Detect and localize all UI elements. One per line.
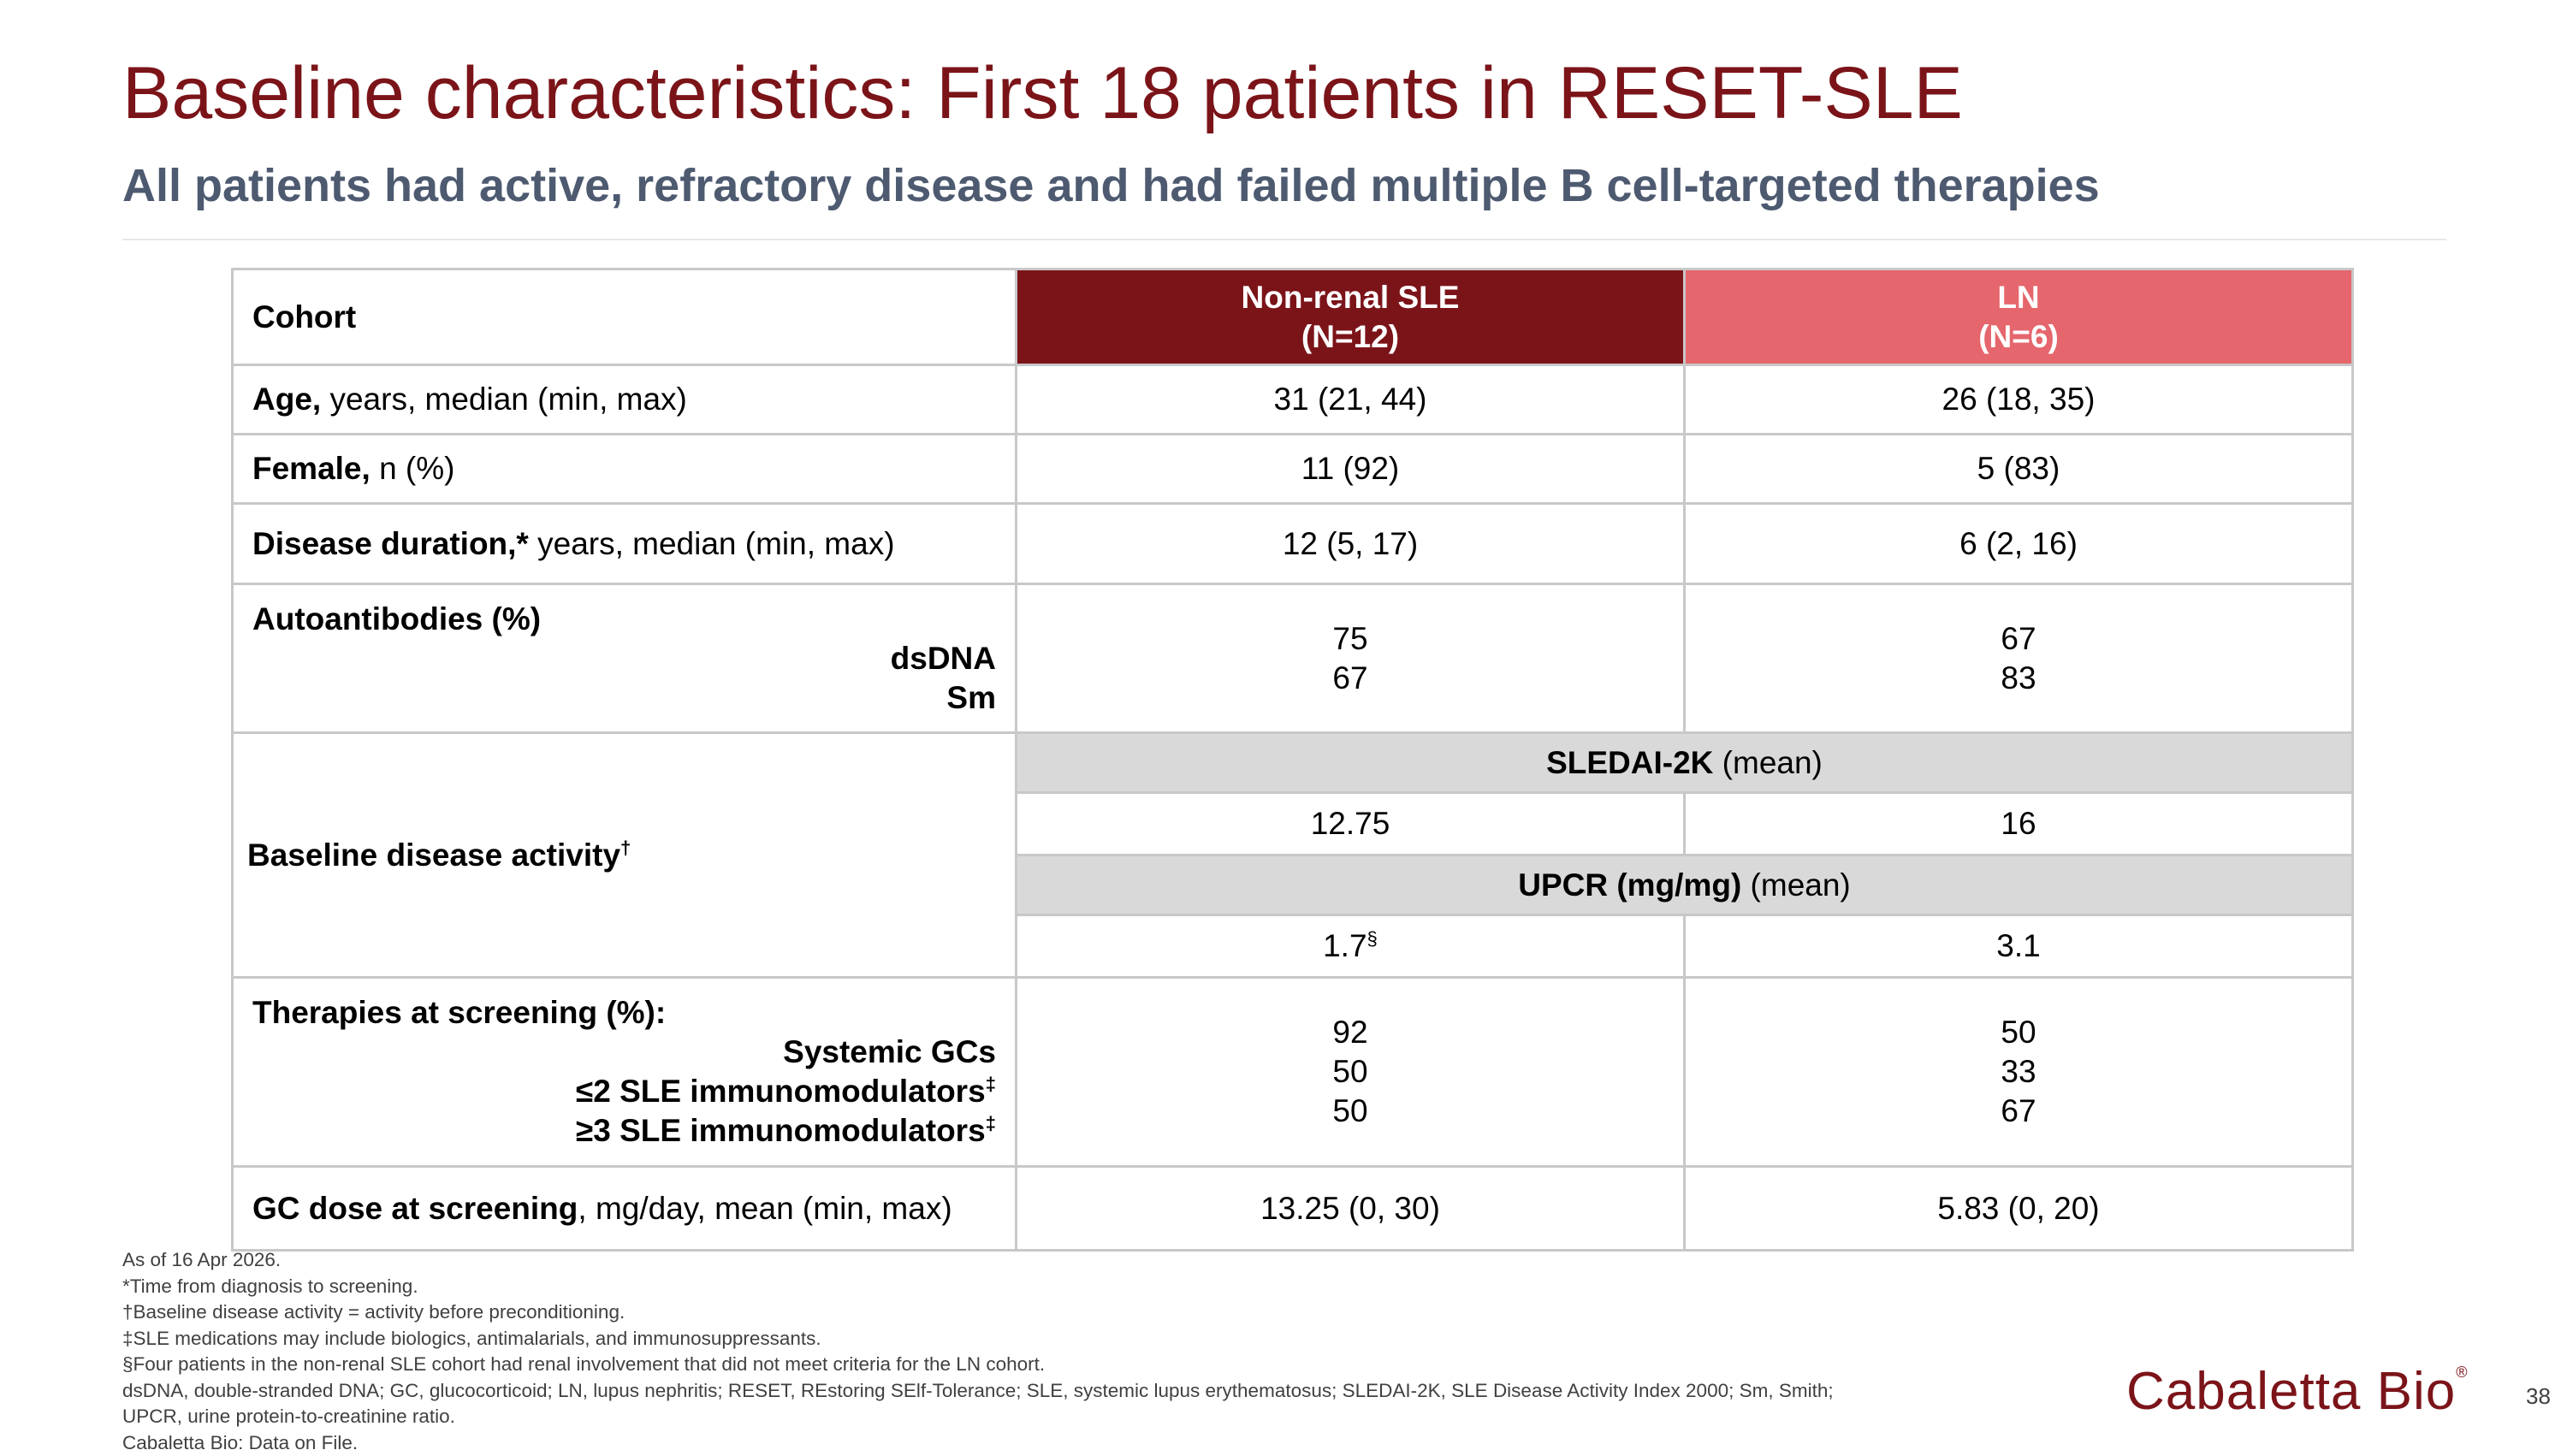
ge3-immunomodulators-label: ≥3 SLE immunomodulators‡: [252, 1111, 996, 1151]
baseline-activity-dagger: †: [620, 837, 631, 858]
le2-immunomodulators-label: ≤2 SLE immunomodulators‡: [252, 1072, 996, 1111]
header-ln-name: LN: [1686, 278, 2351, 317]
duration-non-renal: 12 (5, 17): [1017, 504, 1685, 584]
baseline-characteristics-table: Cohort Non-renal SLE (N=12) LN (N=6) Age…: [231, 268, 2354, 1252]
sledai-subheader: SLEDAI-2K (mean): [1017, 733, 2353, 793]
female-label: Female, n (%): [233, 435, 1017, 504]
sledai-non-renal: 12.75: [1017, 793, 1685, 855]
sledai-subheader-rest: (mean): [1713, 745, 1822, 780]
baseline-activity-label: Baseline disease activity†: [233, 733, 1017, 978]
footnote: ‡SLE medications may include biologics, …: [122, 1326, 2108, 1352]
female-label-rest: n (%): [371, 451, 455, 486]
header-ln-n: (N=6): [1686, 317, 2351, 357]
page-number: 38: [2526, 1383, 2551, 1410]
age-ln: 26 (18, 35): [1685, 365, 2353, 435]
table-row-age: Age, years, median (min, max) 31 (21, 44…: [233, 365, 2353, 435]
autoantibodies-label: Autoantibodies (%): [252, 600, 996, 639]
upcr-subheader: UPCR (mg/mg) (mean): [1017, 855, 2353, 915]
duration-ln: 6 (2, 16): [1685, 504, 2353, 584]
age-label: Age, years, median (min, max): [233, 365, 1017, 435]
sm-non-renal: 67: [1036, 659, 1664, 698]
footnote: dsDNA, double-stranded DNA; GC, glucocor…: [122, 1378, 2108, 1405]
le2-non-renal: 50: [1036, 1052, 1664, 1092]
autoantibodies-sm-label: Sm: [252, 678, 996, 718]
upcr-section-mark: §: [1367, 928, 1378, 950]
sledai-subheader-bold: SLEDAI-2K: [1546, 745, 1713, 780]
gc-dose-ln: 5.83 (0, 20): [1685, 1167, 2353, 1251]
gc-dose-label-bold: GC dose at screening: [252, 1191, 578, 1226]
cohort-label: Cohort: [233, 269, 1017, 365]
therapies-label-cell: Therapies at screening (%): Systemic GCs…: [233, 978, 1017, 1167]
female-non-renal: 11 (92): [1017, 435, 1685, 504]
gc-dose-non-renal: 13.25 (0, 30): [1017, 1167, 1685, 1251]
title-divider: [122, 239, 2446, 240]
dsdna-non-renal: 75: [1036, 619, 1664, 659]
le2-immunomodulators-text: ≤2 SLE immunomodulators: [576, 1074, 986, 1109]
age-non-renal: 31 (21, 44): [1017, 365, 1685, 435]
ge3-non-renal: 50: [1036, 1092, 1664, 1131]
upcr-subheader-bold: UPCR (mg/mg): [1518, 867, 1741, 903]
cabaletta-bio-logo: Cabaletta Bio®: [2126, 1362, 2469, 1422]
table-row-therapies: Therapies at screening (%): Systemic GCs…: [233, 978, 2353, 1167]
duration-label-rest: years, median (min, max): [529, 526, 895, 561]
systemic-gcs-non-renal: 92: [1036, 1013, 1664, 1052]
slide-subtitle: All patients had active, refractory dise…: [122, 161, 2100, 211]
duration-label: Disease duration,* years, median (min, m…: [233, 504, 1017, 584]
footnotes: As of 16 Apr 2026. *Time from diagnosis …: [122, 1247, 2108, 1456]
ge3-immunomodulators-text: ≥3 SLE immunomodulators: [576, 1113, 986, 1148]
ge3-double-dagger: ‡: [986, 1113, 996, 1134]
header-non-renal-sle-name: Non-renal SLE: [1017, 278, 1683, 317]
female-ln: 5 (83): [1685, 435, 2353, 504]
header-non-renal-sle-n: (N=12): [1017, 317, 1683, 357]
systemic-gcs-ln: 50: [1704, 1013, 2333, 1052]
gc-dose-label-rest: , mg/day, mean (min, max): [578, 1191, 952, 1226]
upcr-subheader-rest: (mean): [1741, 867, 1850, 903]
dsdna-ln: 67: [1704, 619, 2333, 659]
le2-double-dagger: ‡: [986, 1074, 996, 1095]
table-header-row: Cohort Non-renal SLE (N=12) LN (N=6): [233, 269, 2353, 365]
logo-registered-mark: ®: [2456, 1364, 2468, 1381]
slide-title: Baseline characteristics: First 18 patie…: [122, 53, 1963, 134]
table-row-gc-dose: GC dose at screening, mg/day, mean (min,…: [233, 1167, 2353, 1251]
upcr-ln: 3.1: [1685, 915, 2353, 978]
footnote: UPCR, urine protein-to-creatinine ratio.: [122, 1404, 2108, 1430]
baseline-activity-text: Baseline disease activity: [247, 837, 620, 873]
le2-ln: 33: [1704, 1052, 2333, 1092]
upcr-non-renal-value: 1.7: [1323, 928, 1366, 963]
gc-dose-label: GC dose at screening, mg/day, mean (min,…: [233, 1167, 1017, 1251]
footnote: As of 16 Apr 2026.: [122, 1247, 2108, 1274]
table-row-female: Female, n (%) 11 (92) 5 (83): [233, 435, 2353, 504]
autoantibodies-non-renal: 75 67: [1017, 584, 1685, 733]
therapies-ln: 50 33 67: [1685, 978, 2353, 1167]
footnote: §Four patients in the non-renal SLE coho…: [122, 1352, 2108, 1378]
footnote: *Time from diagnosis to screening.: [122, 1274, 2108, 1300]
duration-label-bold: Disease duration,*: [252, 526, 529, 561]
header-non-renal-sle: Non-renal SLE (N=12): [1017, 269, 1685, 365]
therapies-label: Therapies at screening (%):: [252, 993, 996, 1033]
sledai-ln: 16: [1685, 793, 2353, 855]
ge3-ln: 67: [1704, 1092, 2333, 1131]
autoantibodies-ln: 67 83: [1685, 584, 2353, 733]
footnote: †Baseline disease activity = activity be…: [122, 1299, 2108, 1326]
table-row-sledai-header: Baseline disease activity† SLEDAI-2K (me…: [233, 733, 2353, 793]
autoantibodies-label-cell: Autoantibodies (%) dsDNA Sm: [233, 584, 1017, 733]
table-row-autoantibodies: Autoantibodies (%) dsDNA Sm 75 67 67 83: [233, 584, 2353, 733]
sm-ln: 83: [1704, 659, 2333, 698]
header-ln: LN (N=6): [1685, 269, 2353, 365]
upcr-non-renal: 1.7§: [1017, 915, 1685, 978]
female-label-bold: Female,: [252, 451, 371, 486]
systemic-gcs-label: Systemic GCs: [252, 1033, 996, 1072]
autoantibodies-dsdna-label: dsDNA: [252, 639, 996, 678]
table-row-disease-duration: Disease duration,* years, median (min, m…: [233, 504, 2353, 584]
age-label-bold: Age,: [252, 382, 321, 417]
logo-text: Cabaletta Bio: [2126, 1362, 2456, 1421]
age-label-rest: years, median (min, max): [321, 382, 687, 417]
therapies-non-renal: 92 50 50: [1017, 978, 1685, 1167]
